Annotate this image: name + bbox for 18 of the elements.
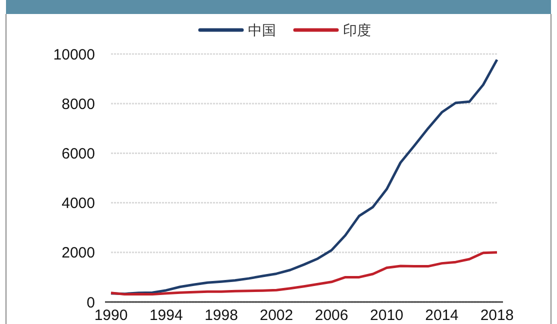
x-tick-label: 1990: [94, 307, 128, 324]
y-tick-label: 8000: [62, 96, 95, 113]
y-tick-label: 2000: [62, 244, 95, 262]
x-tick-label: 2006: [314, 307, 348, 324]
legend-label: 印度: [343, 22, 371, 38]
x-tick-label: 1998: [204, 307, 238, 324]
legend-label: 中国: [248, 22, 276, 38]
x-tick-label: 2010: [370, 307, 404, 324]
x-tick-label: 2018: [480, 307, 514, 324]
line-series: [110, 58, 498, 296]
y-tick-label: 10000: [53, 46, 95, 64]
x-tick-label: 2002: [260, 307, 294, 324]
y-tick-label: 6000: [62, 145, 95, 162]
line-series: [110, 251, 498, 296]
x-tick-label: 1994: [149, 307, 183, 324]
y-tick-label: 0: [86, 294, 95, 312]
x-tick-label: 2014: [425, 307, 459, 324]
y-tick-label: 4000: [62, 195, 95, 212]
